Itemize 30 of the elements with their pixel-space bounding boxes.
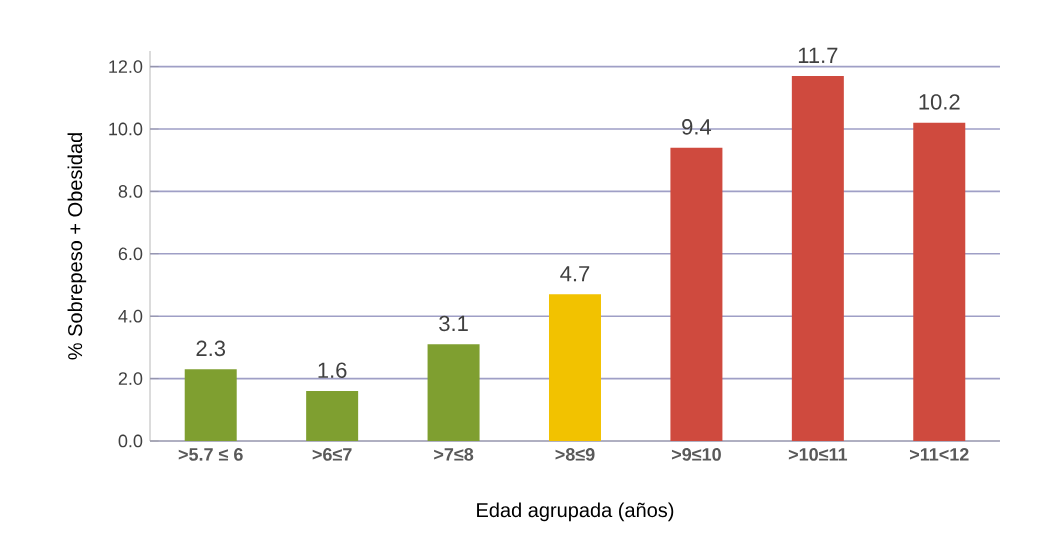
x-tick-label: >6≤7 [312,448,352,461]
x-tick-label: >10≤11 [788,448,848,461]
data-label: 11.7 [798,47,838,63]
data-label: 1.6 [318,362,347,379]
x-tick-label: >7≤8 [434,448,474,461]
y-tick-label: 0.0 [118,434,143,448]
x-tick-label: >11<12 [909,448,969,461]
bar [670,147,723,441]
bar [427,344,480,441]
data-label: 3.1 [439,315,468,332]
bar [184,369,237,441]
y-tick-label: 10.0 [109,122,143,136]
x-tick-label: >9≤10 [671,448,721,461]
x-axis-title: Edad agrupada (años) [477,502,674,522]
bar [306,391,359,441]
y-tick-label: 2.0 [118,372,143,385]
data-label: 2.3 [196,340,226,357]
bar [791,75,844,441]
data-label: 10.2 [919,94,960,110]
data-label: 9.4 [682,119,712,135]
data-label: 4.7 [560,266,590,282]
y-tick-label: 8.0 [118,185,143,198]
bar [548,294,601,441]
x-tick-label: >5.7 ≤ 6 [178,448,243,461]
bar [913,122,966,441]
y-tick-label: 4.0 [118,309,143,323]
x-tick-label: >8≤9 [555,448,595,461]
y-axis-title: % Sobrepeso + Obesidad [67,133,87,360]
y-tick-label: 6.0 [118,247,143,261]
y-tick-label: 12.0 [109,60,143,73]
